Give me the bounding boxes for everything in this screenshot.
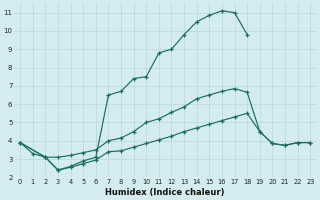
- X-axis label: Humidex (Indice chaleur): Humidex (Indice chaleur): [106, 188, 225, 197]
